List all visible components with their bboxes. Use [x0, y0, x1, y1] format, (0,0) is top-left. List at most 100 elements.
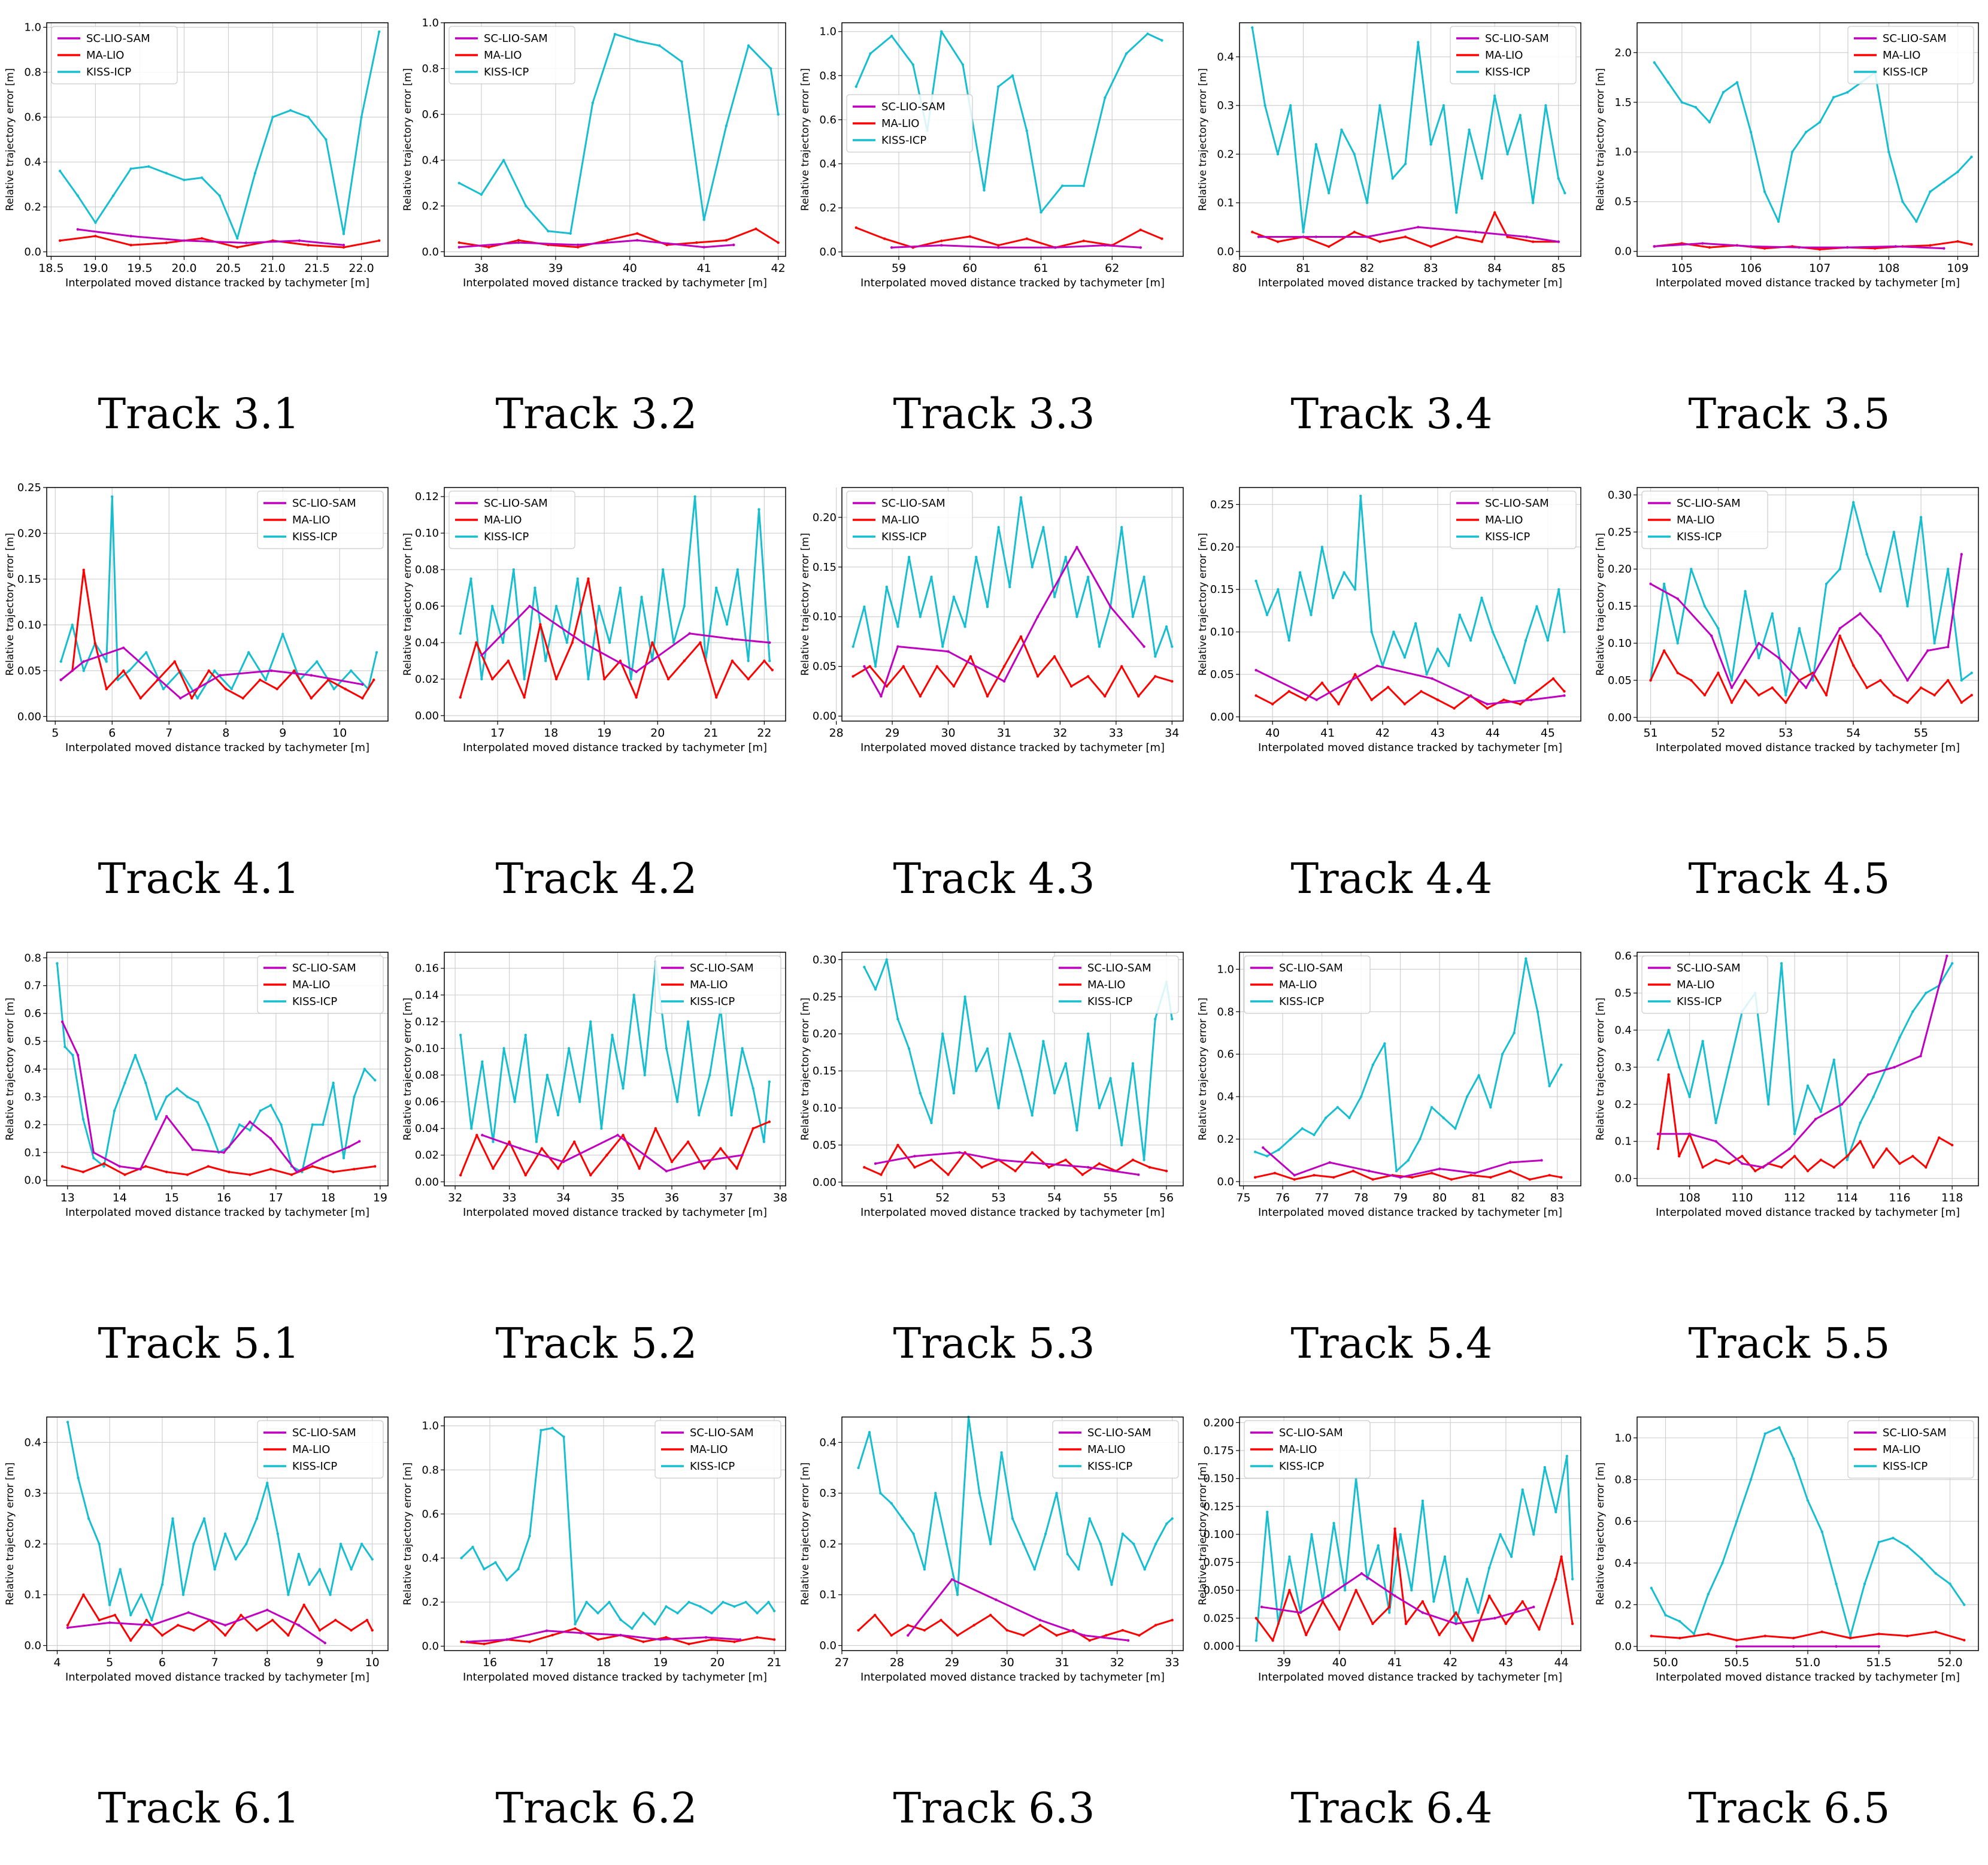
data-point-kiss [59, 169, 62, 172]
y-tick-label: 0.1 [819, 1589, 837, 1601]
data-point-ma [1757, 694, 1760, 697]
x-axis-label: Interpolated moved distance tracked by t… [65, 277, 369, 289]
data-point-kiss [512, 568, 515, 571]
y-axis-label: Relative trajectory error [m] [1197, 68, 1209, 211]
data-point-ma [885, 685, 888, 688]
series-line-kiss [1255, 495, 1565, 684]
data-point-kiss [457, 181, 460, 184]
legend-label-ma: MA-LIO [881, 117, 919, 130]
data-point-ma [144, 1165, 147, 1168]
series-line-kiss [459, 33, 780, 235]
data-point-kiss [1254, 1151, 1257, 1153]
y-tick-label: 0.0 [24, 1640, 41, 1652]
data-point-kiss [165, 172, 168, 175]
data-point-kiss [1690, 567, 1693, 571]
data-point-kiss [1688, 1095, 1691, 1098]
data-point-ma [605, 1153, 608, 1156]
data-point-ma [93, 641, 96, 645]
y-tick-label: 0.00 [1608, 712, 1632, 724]
x-tick-label: 20.0 [171, 262, 196, 275]
y-axis-label: Relative trajectory error [m] [4, 68, 16, 211]
data-point-kiss [1557, 177, 1560, 180]
legend-label-kiss: KISS-ICP [1279, 1460, 1324, 1473]
chart-panel: 59 60 61 62 0.0 0.2 0.4 0.6 0.8 1.0 SC-LIO-SAM MA-L… [795, 6, 1193, 471]
data-point-ma [207, 1165, 210, 1168]
data-point-kiss [1863, 1582, 1866, 1585]
data-point-kiss [1008, 1032, 1011, 1036]
data-point-ma [635, 696, 638, 699]
legend-box [654, 955, 781, 1014]
data-point-kiss [1493, 94, 1496, 98]
y-axis-label: Relative trajectory error [m] [1595, 68, 1607, 211]
chart-svg: 32 33 34 35 36 37 38 0.00 0.02 0.04 0.06 0.08 0.10 0.… [402, 952, 787, 1219]
data-point-kiss [708, 1073, 711, 1077]
data-point-sc [150, 1624, 153, 1627]
data-point-kiss [643, 1073, 646, 1077]
chart-svg: 17 18 19 20 21 22 0.00 0.02 0.04 0.06 0.08 0.10 0.12… [402, 487, 786, 754]
x-tick-label: 18 [596, 1656, 611, 1669]
data-point-kiss [1131, 615, 1135, 618]
data-point-ma [771, 668, 774, 671]
data-point-kiss [768, 1080, 771, 1083]
data-point-kiss [1011, 1517, 1014, 1520]
data-point-ma [318, 1628, 322, 1632]
series-line-kiss [459, 961, 771, 1143]
x-axis-label: Interpolated moved distance tracked by t… [860, 277, 1165, 289]
legend-label-kiss: KISS-ICP [1087, 1460, 1132, 1473]
data-point-ma [1780, 1165, 1783, 1169]
legend-label-ma: MA-LIO [292, 979, 330, 991]
data-point-kiss [1266, 1510, 1269, 1513]
data-point-kiss [569, 232, 572, 235]
data-point-ma [1819, 1158, 1823, 1161]
data-point-kiss [1265, 1155, 1269, 1158]
y-tick-label: 2.0 [1614, 47, 1632, 59]
y-tick-label: 0.4 [819, 1436, 837, 1449]
y-tick-label: 0.0 [422, 1640, 439, 1653]
data-point-kiss [105, 660, 108, 663]
data-point-kiss [1042, 1040, 1045, 1043]
y-axis-label: Relative trajectory error [m] [1197, 1463, 1209, 1605]
data-point-ma [1650, 1634, 1653, 1637]
data-point-kiss [715, 586, 718, 589]
data-point-ma [1676, 671, 1679, 674]
y-tick-label: 0.2 [1614, 1098, 1632, 1111]
x-tick-label: 40 [623, 262, 637, 275]
data-point-kiss [523, 677, 526, 681]
chart-svg: 28 29 30 31 32 33 34 0.00 0.05 0.10 0.15 0.20 SC-LIO… [799, 487, 1184, 754]
legend-label-kiss: KISS-ICP [292, 995, 337, 1008]
series-line-ma [1255, 673, 1565, 710]
data-point-kiss [1692, 1632, 1696, 1636]
x-tick-label: 82 [1360, 262, 1374, 275]
data-point-kiss [934, 1491, 937, 1495]
data-point-kiss [997, 526, 1000, 529]
data-point-kiss [213, 669, 216, 673]
data-point-kiss [680, 60, 683, 63]
data-point-kiss [1254, 1639, 1258, 1642]
data-point-kiss [1777, 220, 1780, 223]
data-point-ma [1919, 686, 1923, 689]
plot-frame [444, 952, 786, 1186]
data-point-sc [1530, 698, 1533, 701]
data-point-sc [665, 1170, 668, 1173]
data-point-kiss [1763, 1432, 1766, 1436]
data-point-ma [1838, 634, 1841, 637]
data-point-kiss [501, 641, 505, 644]
data-point-ma [956, 1634, 959, 1637]
legend-label-sc: SC-LIO-SAM [1087, 962, 1151, 974]
data-point-kiss [863, 605, 866, 608]
data-point-ma [1353, 231, 1356, 234]
data-point-kiss [997, 1106, 1000, 1110]
x-tick-label: 15 [165, 1191, 179, 1204]
y-tick-label: 0.20 [813, 1028, 837, 1040]
data-point-ma [1353, 673, 1357, 676]
data-point-kiss [144, 1082, 147, 1085]
x-tick-label: 41 [1387, 1656, 1402, 1669]
data-point-sc [66, 1626, 69, 1630]
x-tick-label: 30 [1000, 1656, 1014, 1669]
data-point-kiss [160, 1583, 164, 1586]
data-point-kiss [470, 1127, 473, 1130]
y-tick-label: 0.02 [415, 1149, 439, 1162]
series-line-kiss [852, 496, 1173, 668]
data-point-kiss [1143, 1568, 1146, 1571]
data-point-ma [334, 1618, 337, 1622]
